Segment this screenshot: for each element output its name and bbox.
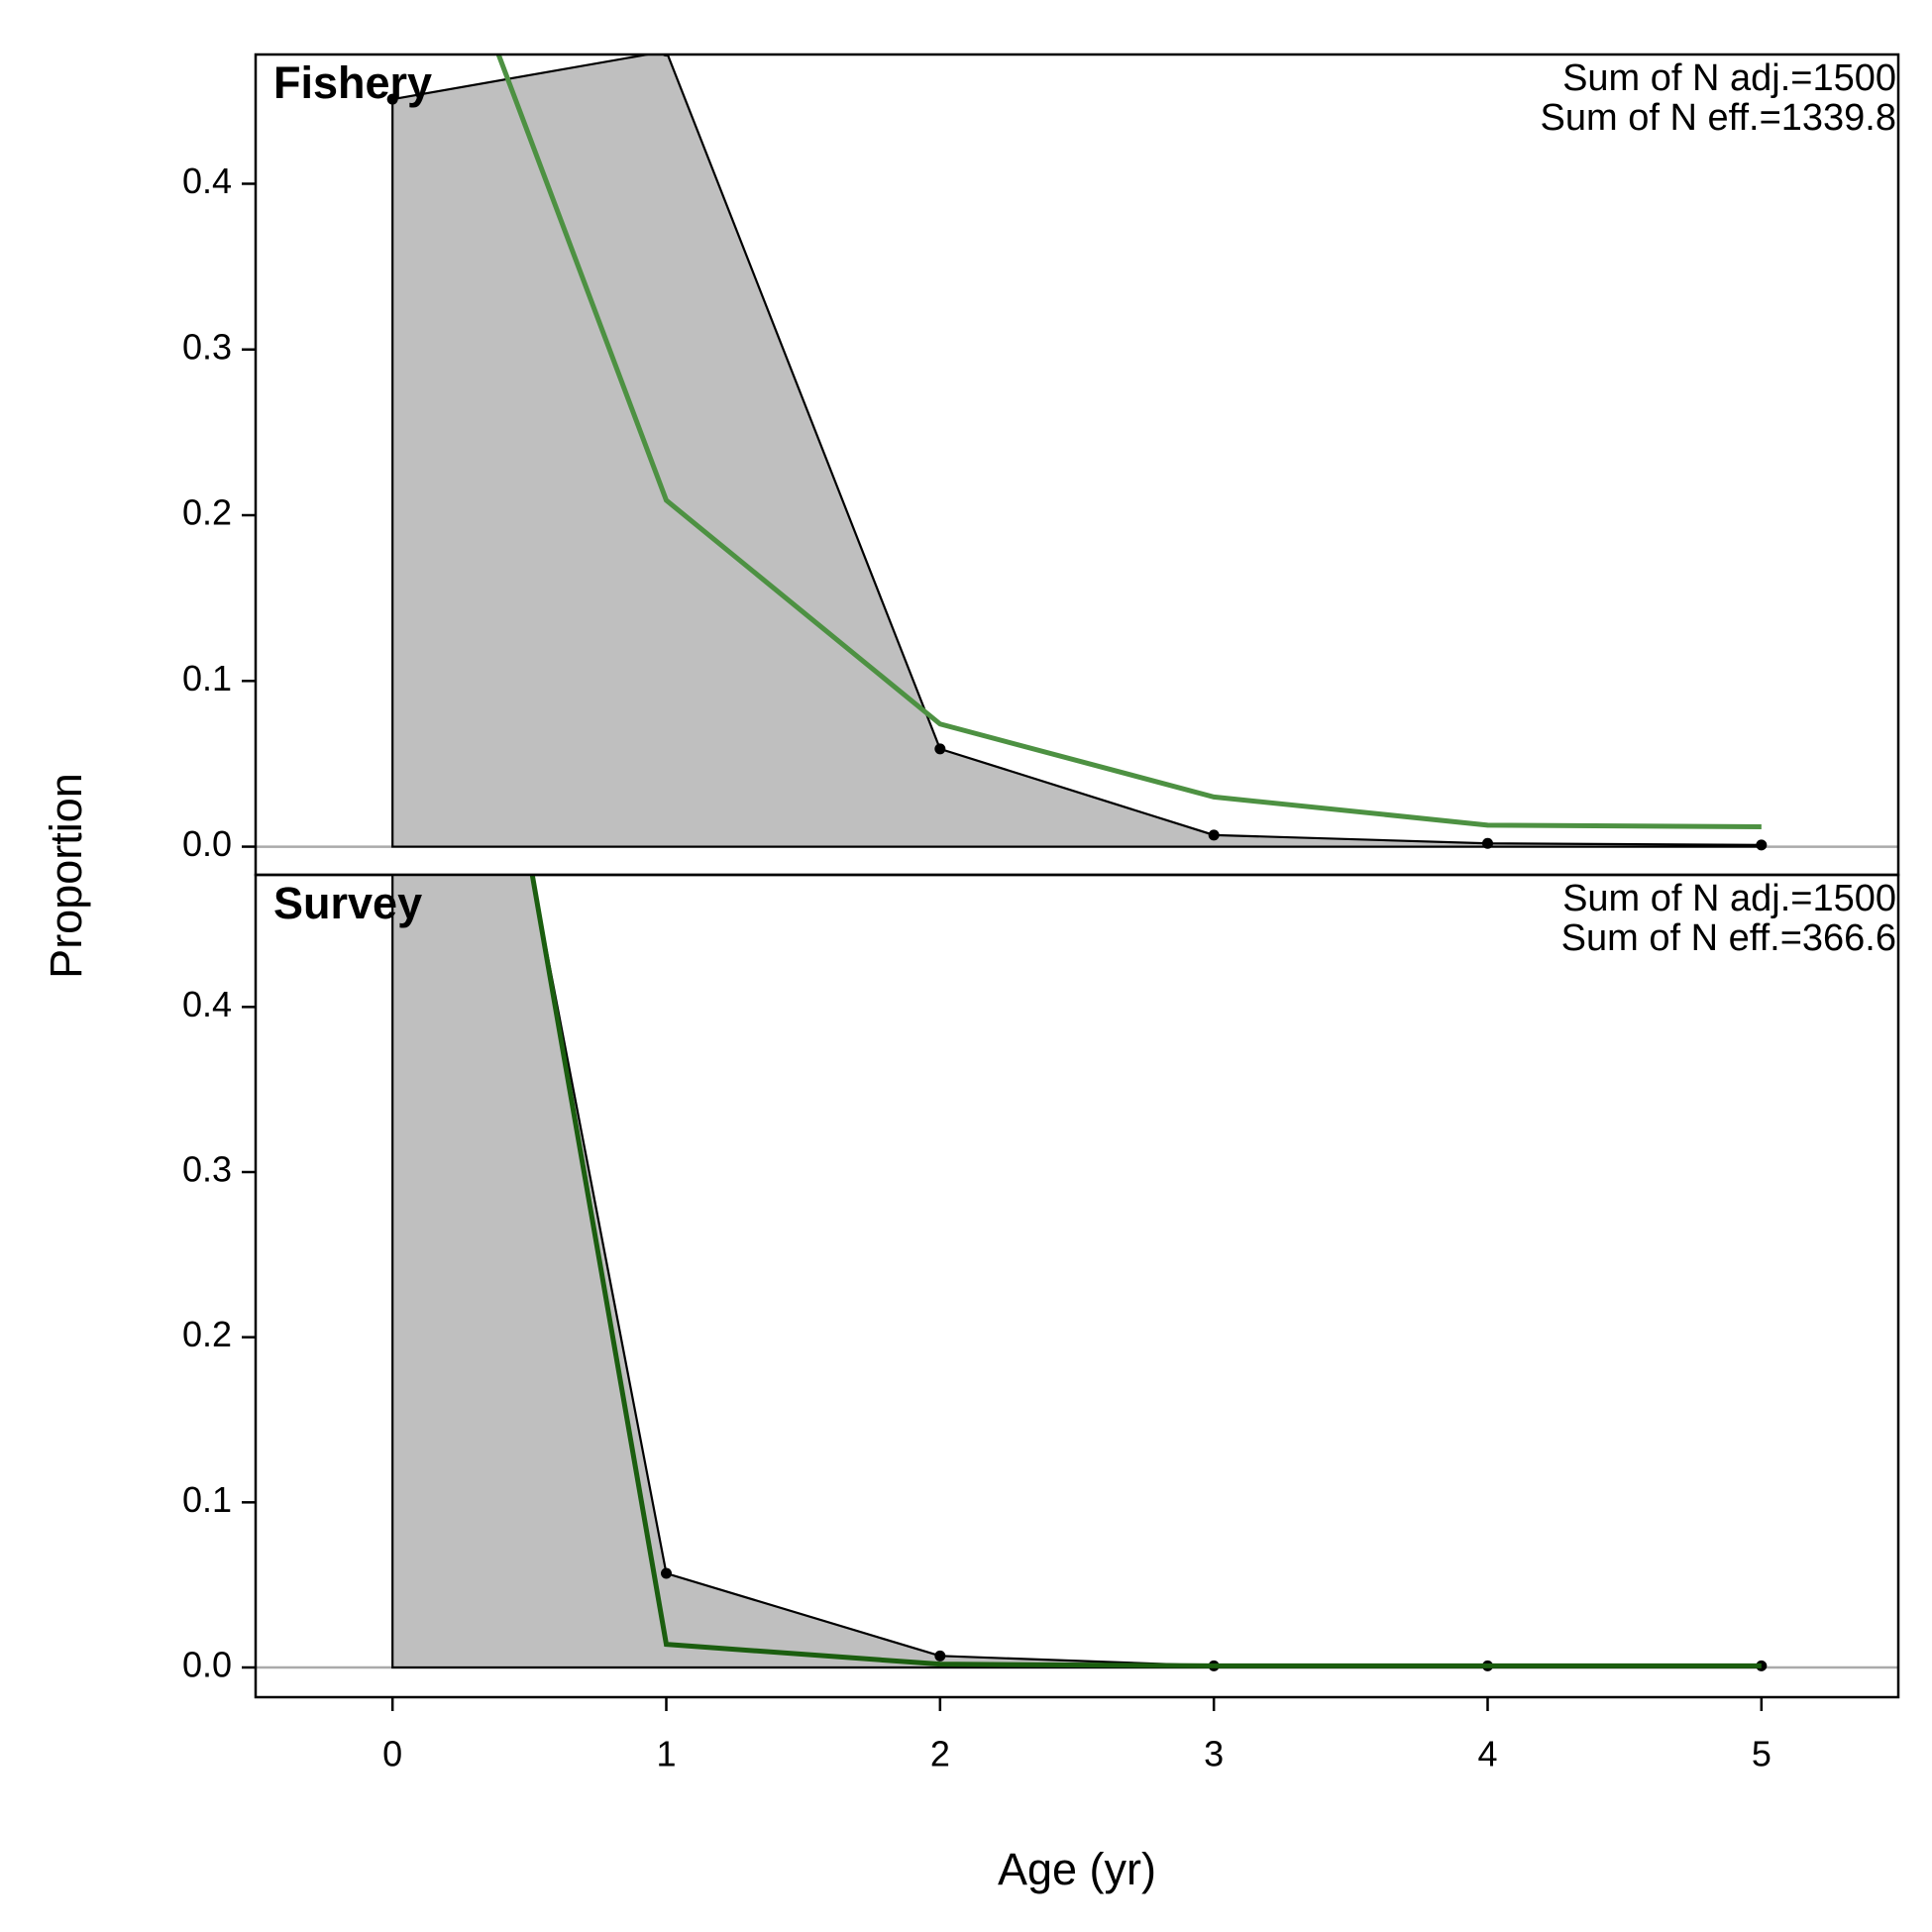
annotation: Sum of N eff.=1339.8 bbox=[1541, 97, 1896, 139]
observed-point bbox=[661, 1567, 672, 1579]
observed-point bbox=[1482, 837, 1493, 849]
plot-area bbox=[386, 54, 1768, 851]
expected-line bbox=[495, 54, 1762, 829]
annotation: Sum of N eff.=366.6 bbox=[1561, 917, 1896, 959]
observed-point bbox=[386, 93, 398, 105]
x-tick-label: 4 bbox=[1477, 1734, 1497, 1774]
x-tick-label: 2 bbox=[930, 1734, 950, 1774]
panel-title: Fishery bbox=[273, 57, 432, 108]
observed-point bbox=[1208, 829, 1220, 841]
expected-line bbox=[529, 875, 1762, 1668]
y-tick-label: 0.1 bbox=[182, 658, 232, 698]
annotation: Sum of N adj.=1500 bbox=[1562, 57, 1896, 99]
y-axis-label: Proportion bbox=[41, 773, 91, 979]
y-tick-label: 0.0 bbox=[182, 1645, 232, 1685]
observed-point bbox=[1756, 839, 1768, 851]
panel-title: Survey bbox=[273, 878, 422, 928]
x-tick-label: 3 bbox=[1204, 1734, 1224, 1774]
x-tick-label: 0 bbox=[382, 1734, 402, 1774]
annotation: Sum of N adj.=1500 bbox=[1562, 878, 1896, 919]
panel-frame bbox=[254, 873, 1900, 1699]
observed-area bbox=[391, 54, 1763, 848]
plot-area bbox=[391, 875, 1768, 1671]
y-tick-label: 0.4 bbox=[182, 984, 232, 1024]
x-tick-label: 1 bbox=[656, 1734, 676, 1774]
y-tick-label: 0.1 bbox=[182, 1479, 232, 1520]
y-tick-label: 0.3 bbox=[182, 326, 232, 367]
observed-point bbox=[934, 1650, 946, 1662]
observed-point bbox=[934, 743, 946, 755]
y-tick-label: 0.2 bbox=[182, 1314, 232, 1354]
y-tick-label: 0.2 bbox=[182, 492, 232, 533]
x-tick-label: 5 bbox=[1752, 1734, 1771, 1774]
y-tick-label: 0.4 bbox=[182, 161, 232, 201]
x-axis-label: Age (yr) bbox=[998, 1844, 1156, 1894]
y-tick-label: 0.0 bbox=[182, 823, 232, 864]
y-tick-label: 0.3 bbox=[182, 1149, 232, 1190]
